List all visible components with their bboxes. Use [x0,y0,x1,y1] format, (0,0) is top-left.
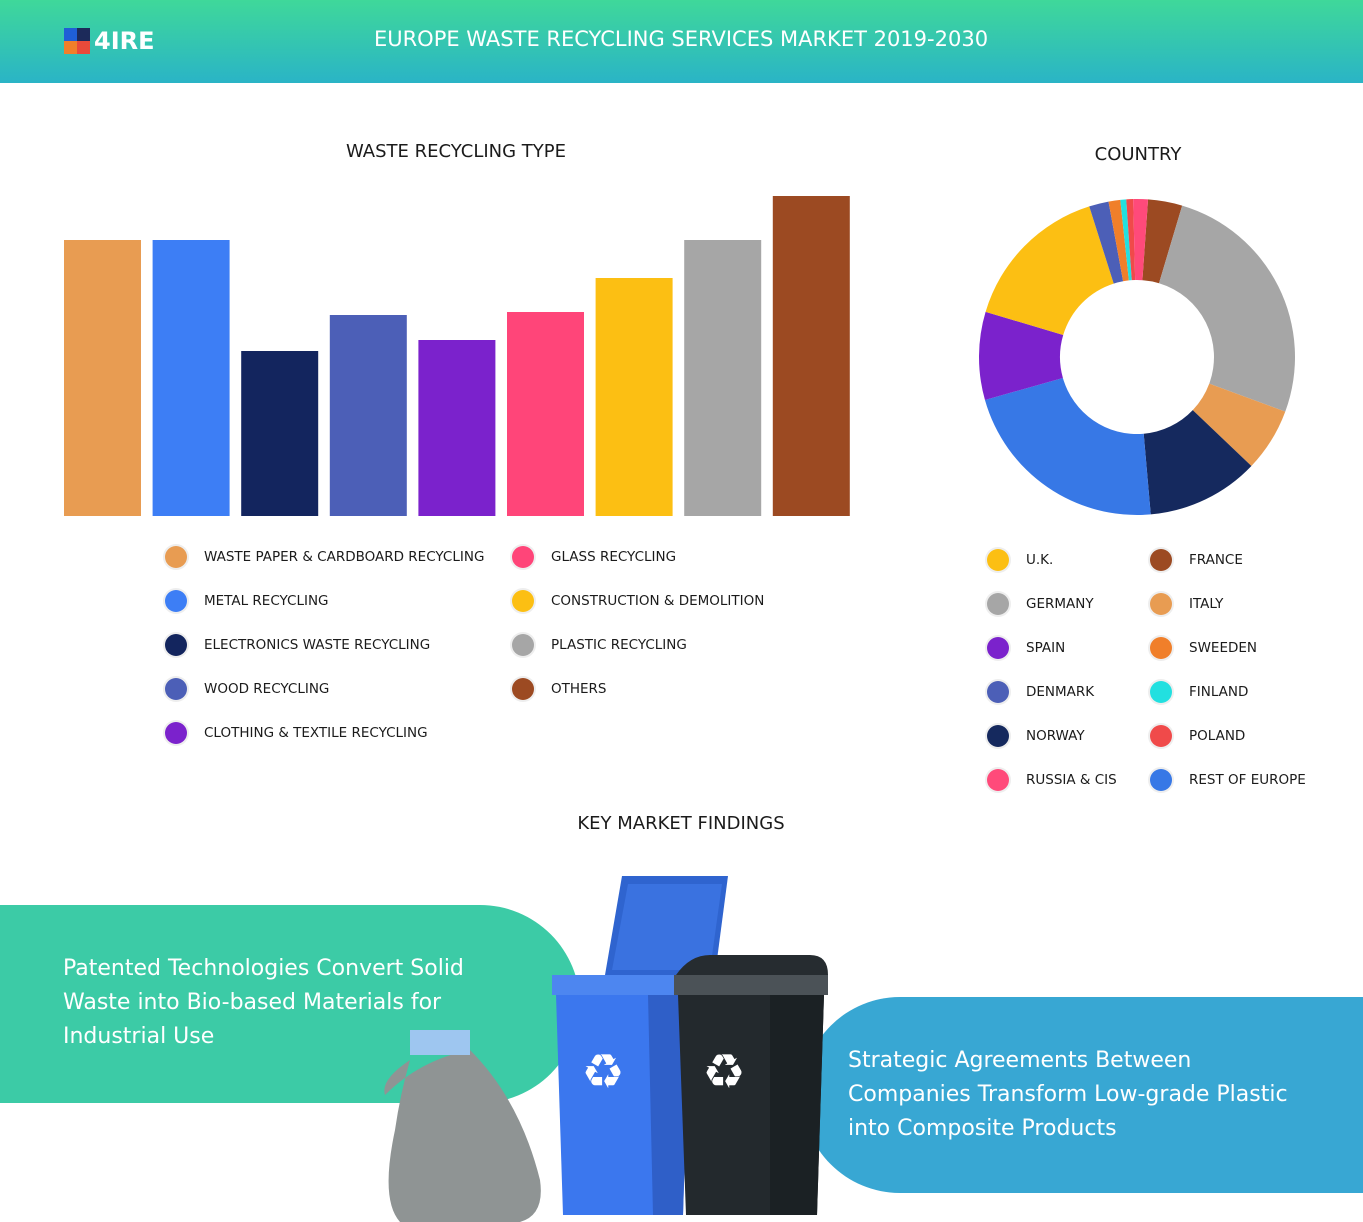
logo-mark [64,28,77,41]
bar [241,351,319,516]
legend-label: OTHERS [551,681,607,697]
legend-label: REST OF EUROPE [1189,772,1306,788]
legend-label: WOOD RECYCLING [204,681,329,697]
bar [507,312,584,516]
legend-swatch [165,678,187,700]
finding-panel [802,997,1363,1193]
legend-swatch [987,593,1009,615]
pie-slice [1133,199,1149,281]
pie-slice [1120,199,1132,281]
bar [329,315,407,516]
legend-label: CLOTHING & TEXTILE RECYCLING [204,725,428,741]
legend-label: NORWAY [1026,728,1085,744]
header-title: EUROPE WASTE RECYCLING SERVICES MARKET 2… [374,27,988,51]
legend-swatch [512,678,534,700]
bar [64,240,141,516]
bar [595,278,673,516]
legend-label: ITALY [1189,596,1224,612]
legend-label: PLASTIC RECYCLING [551,637,687,653]
legend-label: FRANCE [1189,552,1243,568]
logo-mark [77,41,90,54]
pie-slice [1089,201,1124,284]
legend-swatch [512,590,534,612]
pie-slice [979,311,1064,400]
legend-label: SPAIN [1026,640,1065,656]
legend-label: METAL RECYCLING [204,593,329,609]
legend-label: CONSTRUCTION & DEMOLITION [551,593,764,609]
svg-text:♻: ♻ [581,1044,624,1100]
logo-mark [77,28,90,41]
svg-text:♻: ♻ [702,1044,745,1100]
legend-label: SWEEDEN [1189,640,1257,656]
chart-title: WASTE RECYCLING TYPE [346,141,566,162]
pie-slice [985,206,1114,335]
pie-slice [1126,199,1136,281]
legend-label: FINLAND [1189,684,1248,700]
legend-swatch [987,769,1009,791]
finding-text: Patented Technologies Convert Solid Wast… [63,956,464,1049]
bar [684,240,762,516]
logo-mark [64,41,77,54]
legend-label: GERMANY [1026,596,1094,612]
pie-slice [1143,410,1252,515]
finding-text: Strategic Agreements Between Companies T… [848,1048,1288,1141]
section-title: KEY MARKET FINDINGS [577,813,784,834]
legend-label: GLASS RECYCLING [551,549,676,565]
bar [152,240,230,516]
legend-label: RUSSIA & CIS [1026,772,1117,788]
pie-slice [984,377,1151,515]
legend-swatch [512,546,534,568]
legend-label: ELECTRONICS WASTE RECYCLING [204,637,430,653]
legend-swatch [987,549,1009,571]
trash-bag [384,1030,541,1222]
legend-swatch [1150,725,1172,747]
legend-swatch [165,546,187,568]
legend-swatch [165,590,187,612]
header-bar [0,0,1363,83]
legend-label: POLAND [1189,728,1245,744]
legend-swatch [165,634,187,656]
legend-swatch [987,725,1009,747]
legend-label: DENMARK [1026,684,1095,700]
legend-swatch [1150,681,1172,703]
pie-slice [1159,205,1295,412]
legend-swatch [165,722,187,744]
legend-swatch [987,637,1009,659]
pie-slice [1192,383,1286,466]
chart-title: COUNTRY [1095,144,1183,165]
pie-slice [1108,199,1129,282]
bar [418,340,496,516]
legend-swatch [1150,549,1172,571]
legend-swatch [1150,593,1172,615]
logo-text: 4IRE [94,27,155,55]
legend-swatch [1150,637,1172,659]
legend-swatch [1150,769,1172,791]
recycle-bin: ♻ [674,955,828,1215]
legend-label: WASTE PAPER & CARDBOARD RECYCLING [204,549,484,565]
legend-swatch [512,634,534,656]
legend-label: U.K. [1026,552,1053,568]
pie-slice [1142,199,1183,284]
legend-swatch [987,681,1009,703]
bar [772,196,850,516]
recycle-bin: ♻ [552,876,728,1215]
